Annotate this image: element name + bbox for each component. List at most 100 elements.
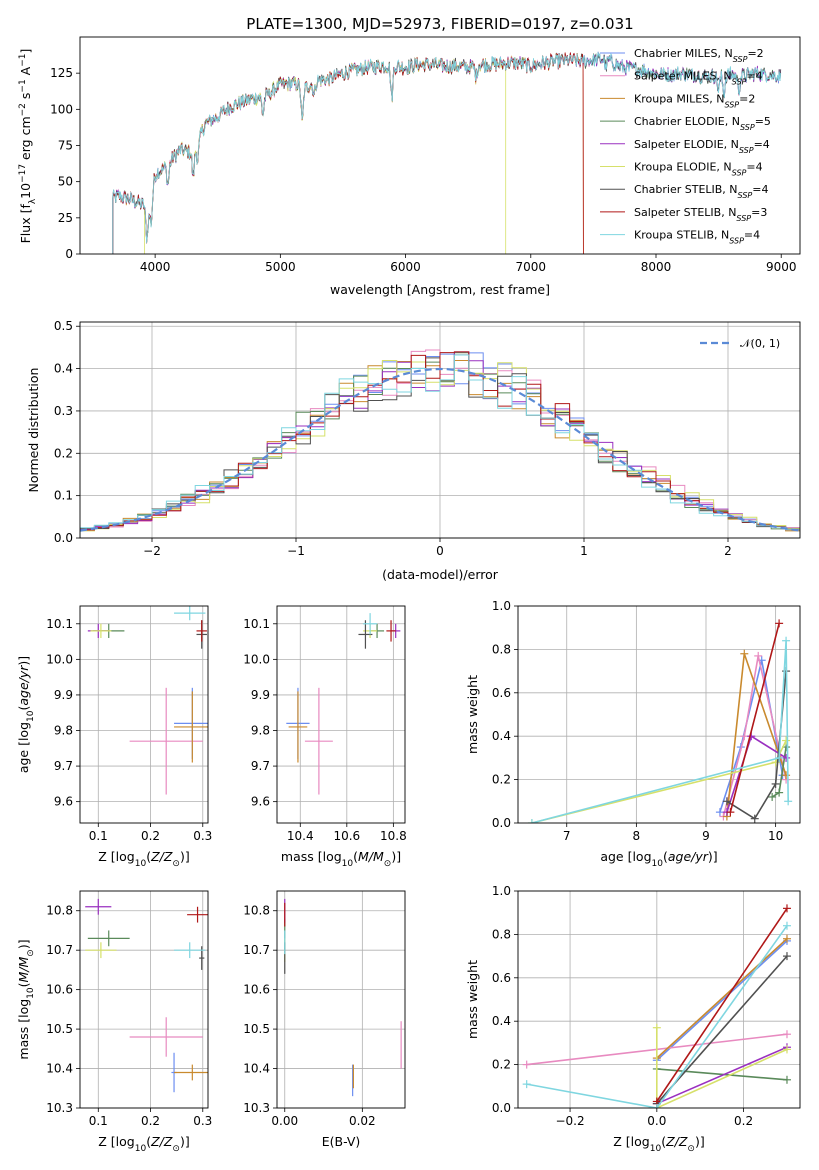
residuals-xtick-label: 0 [436, 544, 444, 558]
weight-vs-Z-xlabel: Z [log10(Z/Z⊙)] [613, 1134, 704, 1154]
legend-entry-nssp: =4 [746, 70, 762, 83]
age-vs-mass-xlabel-part: M/M [358, 849, 384, 864]
legend-entry: Chabrier ELODIE, NSSP=5 [634, 115, 771, 132]
mass-vs-Z-ylabel-part: ( [16, 982, 31, 987]
mass-vs-ebv-plot [284, 898, 402, 1097]
age-vs-mass-ytick-label: 10.0 [243, 652, 270, 666]
spectrum-ylabel-part: −1 [18, 54, 28, 67]
spectrum-xtick-label: 6000 [390, 260, 421, 274]
legend-entry: Salpeter ELODIE, NSSP=4 [634, 138, 770, 155]
age-vs-Z-xlabel-part: ( [146, 849, 151, 864]
weight-vs-Z-ylabel-part: mass weight [465, 960, 480, 1039]
mass-vs-Z-xlabel-part: Z/Z [150, 1134, 173, 1149]
weight-vs-Z-ytick-label: 0.0 [492, 1101, 511, 1115]
spectrum-ylabel-part: ] [18, 49, 33, 54]
weight-vs-age-ytick-label: 0.2 [492, 773, 511, 787]
legend-entry-nssp: =2 [747, 47, 763, 60]
weight-vs-Z-plot [522, 904, 791, 1108]
spectrum-series-line [112, 53, 782, 254]
age-vs-Z-frame [79, 605, 209, 824]
weight-vs-age-ytick-label: 1.0 [492, 599, 511, 613]
weight-vs-age-xlabel-part: age/yr [668, 849, 709, 864]
age-vs-Z-ylabel-part: age [log [16, 722, 31, 773]
age-vs-Z-ytick-label: 9.9 [54, 688, 73, 702]
spectrum-axes: 4000 5000 6000 7000 8000 9000 0 25 50 75 100 125 [50, 36, 801, 274]
weight-vs-Z-ytick-label: 0.6 [492, 971, 511, 985]
age-vs-mass-plot [286, 613, 401, 795]
age-vs-mass-ytick-label: 9.6 [251, 795, 270, 809]
spectrum-ylabel-part: s [18, 93, 33, 104]
mass-vs-Z-ytick-label: 10.4 [46, 1062, 73, 1076]
age-vs-Z-ylabel-part: age/yr [16, 665, 31, 706]
weight-vs-age-xlabel-part: ( [663, 849, 668, 864]
legend-entry-sub: SSP [736, 213, 751, 222]
mass-vs-Z-xlabel-part: ⊙ [172, 1144, 180, 1154]
weight-vs-age-plot [527, 619, 793, 823]
mass-vs-Z-ylabel-part: mass [log [16, 999, 31, 1060]
spectrum-xtick-label: 8000 [641, 260, 672, 274]
weight-vs-age-axes: 7 8 9 10 0.0 0.2 0.4 0.6 0.8 1.0 [492, 599, 801, 843]
weight-series-line [656, 938, 788, 1059]
residuals-histogram-series [80, 354, 800, 538]
age-vs-mass-ytick-label: 9.9 [251, 688, 270, 702]
mass-vs-ebv-frame [276, 890, 406, 1109]
age-vs-mass-xtick-label: 10.6 [333, 829, 360, 843]
age-vs-mass-xlabel-part: ( [353, 849, 358, 864]
spectrum-ylabel-part: −1 [18, 79, 28, 92]
mass-vs-Z-ytick-label: 10.3 [46, 1101, 73, 1115]
spectrum-ylabel-part: Flux [f [18, 204, 33, 244]
residuals-legend: 𝒩(0, 1) [700, 337, 780, 350]
spectrum-frame [79, 36, 801, 255]
legend-entry-sub: SSP [740, 123, 755, 132]
age-vs-mass-xlabel-part: 10 [342, 859, 354, 869]
age-vs-mass-xlabel-part: ⊙ [384, 859, 392, 869]
weight-series-line [526, 925, 788, 1108]
spectrum-title: PLATE=1300, MJD=52973, FIBERID=0197, z=0… [246, 15, 633, 33]
age-vs-Z-ytick-label: 9.7 [54, 759, 73, 773]
age-vs-Z-plot [87, 606, 208, 795]
weight-vs-age-xtick-label: 10 [768, 829, 783, 843]
mass-vs-Z-xlabel: Z [log10(Z/Z⊙)] [98, 1134, 189, 1154]
spectrum-ylabel-part: erg cm [18, 116, 33, 164]
weight-series-line [656, 940, 788, 1061]
age-vs-Z-ytick-label: 9.6 [54, 795, 73, 809]
weight-vs-age-xtick-label: 8 [633, 829, 641, 843]
weight-vs-age-ytick-label: 0.4 [492, 729, 511, 743]
age-vs-mass-xlabel-part: mass [log [281, 849, 342, 864]
weight-vs-age-ylabel: mass weight [465, 675, 480, 754]
mass-vs-Z-axes: 0.1 0.2 0.3 10.3 10.4 10.5 10.6 10.7 10.8 [46, 890, 212, 1128]
age-vs-mass-ytick-label: 9.8 [251, 724, 270, 738]
weight-vs-age-frame [517, 605, 801, 824]
residuals-xlabel: (data-model)/error [382, 567, 499, 582]
legend-entry: Chabrier MILES, NSSP=2 [634, 47, 764, 64]
residuals-xtick-label: 1 [580, 544, 588, 558]
weight-vs-age-ytick-label: 0.0 [492, 816, 511, 830]
age-vs-mass-ytick-label: 9.7 [251, 759, 270, 773]
residuals-ytick-label: 0.5 [54, 319, 73, 333]
weight-vs-age-xlabel-part: age [log [600, 849, 651, 864]
legend-entry: Kroupa STELIB, NSSP=4 [634, 229, 760, 246]
mass-vs-Z-xtick-label: 0.1 [89, 1114, 108, 1128]
legend-entry-name: Chabrier ELODIE, N [634, 115, 740, 128]
age-vs-mass-frame [276, 605, 406, 824]
spectrum-ylabel-part: −17 [18, 164, 28, 183]
mass-vs-Z-ylabel-part: 10 [26, 987, 36, 999]
weight-vs-Z-xlabel-part: Z/Z [665, 1134, 688, 1149]
legend-entry-name: Chabrier STELIB, N [634, 183, 738, 196]
spectrum-xtick-label: 4000 [140, 260, 171, 274]
mass-vs-ebv-ytick-label: 10.3 [243, 1101, 270, 1115]
spectrum-xlabel: wavelength [Angstrom, rest frame] [330, 282, 550, 297]
legend-entry-sub: SSP [724, 100, 739, 109]
weight-vs-Z-xlabel-part: )] [695, 1134, 705, 1149]
residuals-xtick-label: 2 [724, 544, 732, 558]
mass-vs-Z-ylabel-part: ⊙ [26, 949, 36, 957]
mass-vs-ebv-ytick-label: 10.5 [243, 1022, 270, 1036]
weight-vs-age-ytick-label: 0.6 [492, 686, 511, 700]
age-vs-Z-ylabel: age [log10(age/yr)] [16, 656, 36, 773]
legend-entry-sub: SSP [732, 77, 747, 86]
age-vs-Z-xtick-label: 0.3 [193, 829, 212, 843]
weight-vs-age-xtick-label: 9 [702, 829, 710, 843]
mass-vs-Z-plot [85, 898, 208, 1093]
residuals-ytick-label: 0.0 [54, 531, 73, 545]
spectrum-ytick-label: 25 [58, 211, 73, 225]
